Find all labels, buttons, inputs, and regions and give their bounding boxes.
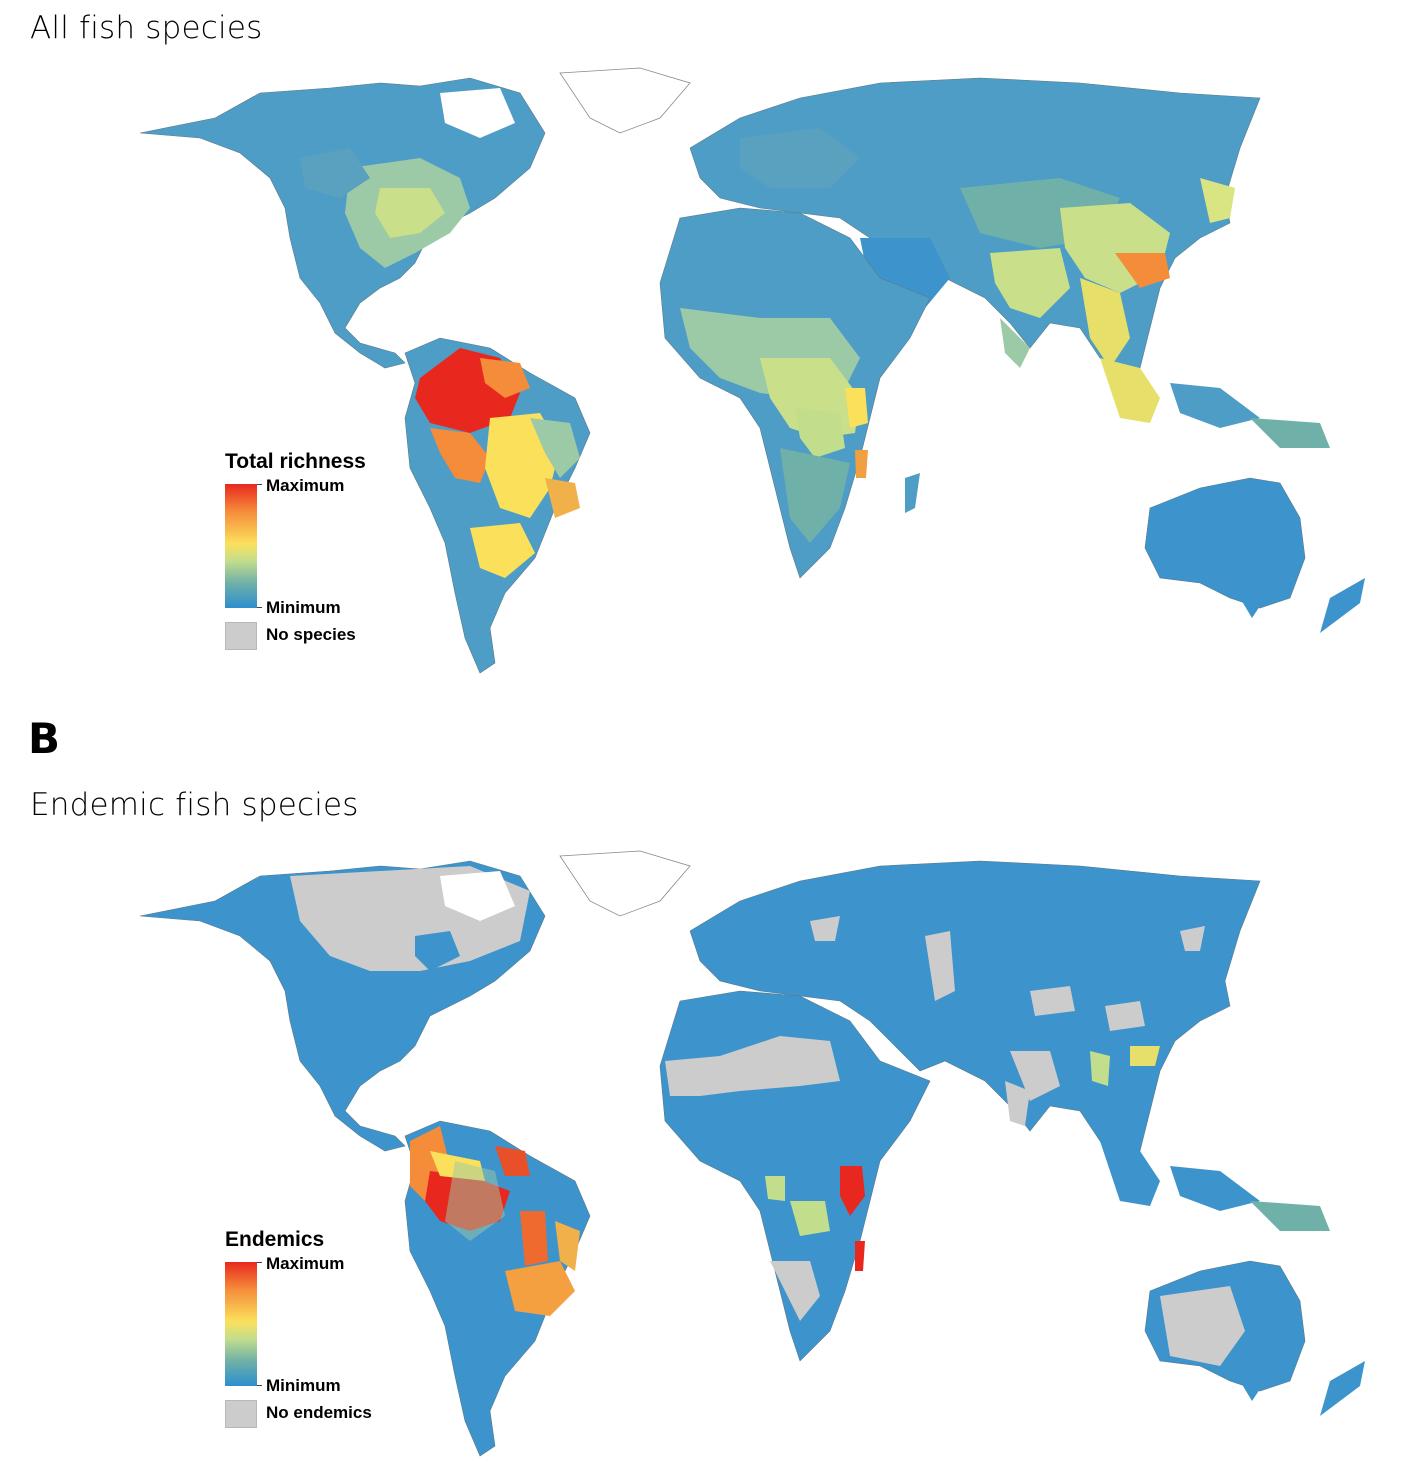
no-data-label: No species (266, 625, 356, 644)
south-america (404, 1120, 591, 1457)
legend-title: Endemics (225, 1228, 325, 1251)
panel-endemic-species: B Endemic fish species (0, 715, 1418, 1474)
legend: Endemics Maximum Minimum No endemics (225, 1228, 415, 1432)
eurasia (689, 860, 1261, 1172)
world-map-endemics (139, 850, 1365, 1457)
no-data-label: No endemics (266, 1403, 372, 1422)
legend-min-label: Minimum (266, 1376, 341, 1395)
legend-max-label: Maximum (266, 1254, 345, 1273)
no-data-swatch (225, 1400, 257, 1428)
panel-letter: B (28, 714, 61, 763)
southeast-asia-islands (1000, 318, 1330, 448)
legend-min-label: Minimum (266, 598, 341, 617)
legend-max-label: Maximum (266, 476, 345, 495)
legend-body: Maximum Minimum No endemics (225, 1254, 415, 1432)
legend-tick-max (257, 1262, 262, 1263)
no-data-swatch (225, 622, 257, 650)
legend-tick-min (257, 1385, 262, 1386)
panel-title: All fish species (30, 10, 263, 46)
north-america (139, 850, 691, 1152)
south-america (404, 337, 591, 674)
panel-title: Endemic fish species (30, 787, 359, 823)
legend-title: Total richness (225, 450, 366, 473)
australia (1144, 1260, 1365, 1416)
southeast-asia-islands (1005, 1081, 1330, 1231)
legend-tick-min (257, 607, 262, 608)
australia (1144, 477, 1365, 633)
panel-all-species: All fish species (0, 0, 1418, 690)
legend: Total richness Maximum Minimum No specie… (225, 450, 415, 654)
legend-body: Maximum Minimum No species (225, 476, 415, 654)
legend-tick-max (257, 484, 262, 485)
north-america (139, 67, 691, 369)
world-map-total-richness (139, 67, 1365, 674)
africa (659, 990, 931, 1362)
color-ramp (225, 1262, 257, 1386)
color-ramp (225, 484, 257, 608)
africa (659, 207, 931, 579)
